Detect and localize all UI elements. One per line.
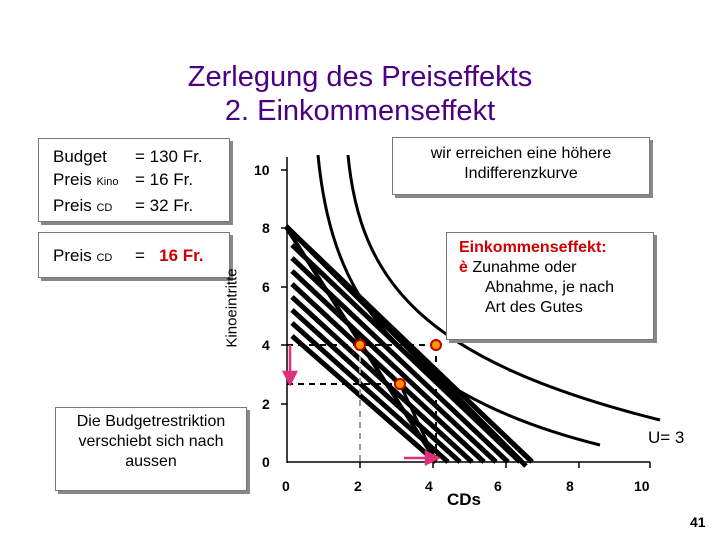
arrow-bullet-icon: è [459,259,468,276]
cd-price-value: = 32 Fr. [135,196,194,215]
shift-note-line: aussen [125,453,177,470]
income-effect-note: Einkommenseffekt: è Zunahme oder Abnahme… [446,232,654,340]
income-effect-heading: Einkommenseffekt: [459,239,607,256]
x-tick-label: 6 [494,478,502,494]
x-axis-label: CDs [447,490,482,509]
y-axis-label: Kinoeintritte [223,268,241,348]
higher-curve-note: wir erreichen eine höhere Indifferenzkur… [392,137,650,195]
x-tick-label: 2 [354,478,362,494]
x-tick-label: 4 [425,478,433,494]
indifference-curve-high [346,154,661,422]
income-effect-line: Zunahme oder [472,259,577,276]
kino-price-sub: Kino [96,176,119,188]
slide-title-line2: 2. Einkommenseffekt [224,95,496,127]
new-cd-price-value: 16 Fr. [159,246,204,265]
new-price-box: Preis CD = 16 Fr. [38,232,230,278]
new-cd-price-eq: = [135,246,145,265]
optimum-new [430,339,442,351]
income-effect-line: Art des Gutes [485,299,583,316]
higher-note-line: wir erreichen eine höhere [430,145,612,162]
utility-label: U= 3 [648,428,685,447]
shift-note-line: Die Budgetrestriktion [76,413,226,430]
new-cd-price-label: Preis [53,246,92,265]
y-tick-label: 8 [262,220,270,236]
compensated-budget-line [398,383,438,462]
y-tick-label: 6 [262,279,270,295]
kino-price-label: Preis [53,170,92,189]
optimum-compensated [394,378,406,390]
shift-note-line: verschiebt sich nach [78,433,224,450]
x-tick-label: 10 [634,478,650,494]
cd-price-label: Preis [53,196,92,215]
higher-note-line: Indifferenzkurve [464,165,578,182]
shift-arrows [281,345,441,467]
slide-title-line1: Zerlegung des Preiseffekts [187,61,533,93]
budget-info-box: Budget = 130 Fr. Preis Kino = 16 Fr. Preis… [38,138,230,222]
x-tick-label: 0 [282,478,290,494]
kino-price-value: = 16 Fr. [135,170,194,189]
budget-shift-note: Die Budgetrestriktion verschiebt sich na… [55,407,247,491]
page-number: 41 [690,514,706,530]
budget-label: Budget [53,147,107,166]
new-cd-price-sub: CD [96,252,113,264]
y-tick-label: 2 [262,396,270,412]
income-effect-line: Abnahme, je nach [485,279,614,296]
optimum-old [354,339,366,351]
x-tick-label: 8 [566,478,574,494]
y-tick-label: 4 [262,337,270,353]
cd-price-sub: CD [96,202,113,214]
y-tick-label: 0 [262,454,270,470]
budget-value: = 130 Fr. [135,147,203,166]
indifference-curve-low [316,154,601,447]
y-tick-label: 10 [254,162,270,178]
